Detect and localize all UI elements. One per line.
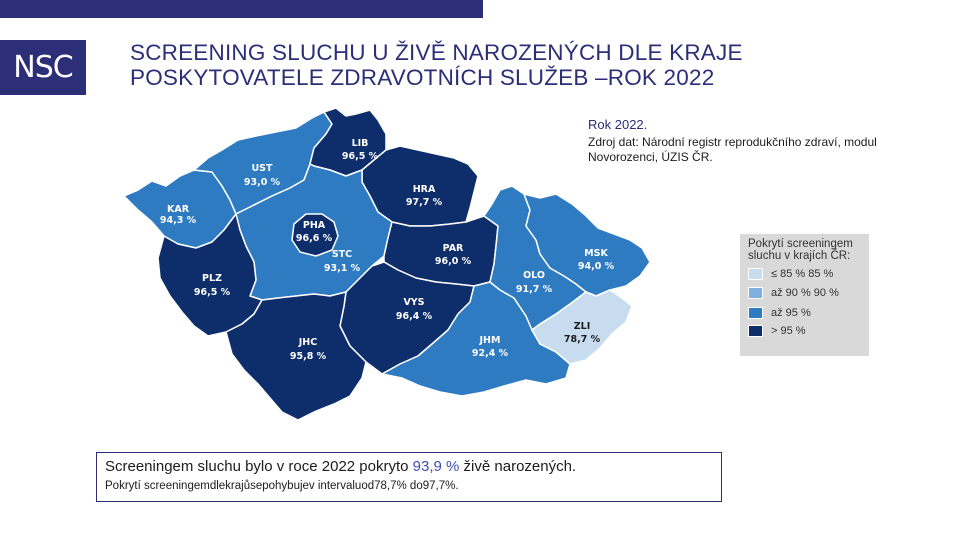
legend-item: až 90 % 90 % <box>748 285 839 300</box>
label-vys-value: 96,4 % <box>396 311 433 322</box>
title-line-1: SCREENING SLUCHU U ŽIVĚ NAROZENÝCH DLE K… <box>130 40 743 65</box>
title-line-2: POSKYTOVATELE ZDRAVOTNÍCH SLUŽEB –ROK 20… <box>130 65 715 90</box>
label-lib-value: 96,5 % <box>342 151 379 162</box>
map-legend: Pokrytí screeningem sluchu v krajích ČR:… <box>740 234 869 356</box>
page-title: SCREENING SLUCHU U ŽIVĚ NAROZENÝCH DLE K… <box>130 40 850 90</box>
legend-title: Pokrytí screeningem sluchu v krajích ČR: <box>748 238 853 262</box>
label-vys-code: VYS <box>403 297 424 308</box>
label-par-code: PAR <box>443 243 464 254</box>
label-jhm-code: JHM <box>479 335 501 346</box>
legend-label: až 95 % <box>771 306 811 319</box>
logo-text: NSC <box>13 50 73 85</box>
label-jhm-value: 92,4 % <box>472 348 509 359</box>
summary-coverage-value: 93,9 % <box>412 458 460 475</box>
legend-item: ≤ 85 % 85 % <box>748 266 833 281</box>
source-text: Zdroj dat: Národní registr reprodukčního… <box>588 135 877 164</box>
legend-label: > 95 % <box>771 324 806 337</box>
summary-line-1: Screeningem sluchu bylo v roce 2022 pokr… <box>105 458 576 475</box>
label-jhc-code: JHC <box>298 337 317 348</box>
label-msk-value: 94,0 % <box>578 261 615 272</box>
nsc-logo: NSC <box>0 40 86 95</box>
label-lib-code: LIB <box>352 138 369 149</box>
region-jhc[interactable] <box>225 291 367 421</box>
legend-item: > 95 % <box>748 323 806 338</box>
legend-label: až 90 % 90 % <box>771 286 839 299</box>
label-stc-value: 93,1 % <box>324 263 361 274</box>
summary-box: Screeningem sluchu bylo v roce 2022 pokr… <box>96 452 722 502</box>
data-source-note: Rok 2022. Zdroj dat: Národní registr rep… <box>588 117 948 165</box>
label-plz-value: 96,5 % <box>194 287 231 298</box>
region-msk[interactable] <box>523 193 651 297</box>
summary-text-pre: Screeningem sluchu bylo v roce 2022 pokr… <box>105 458 413 475</box>
legend-swatch <box>748 306 763 319</box>
label-ust-value: 93,0 % <box>244 177 281 188</box>
label-pha-value: 96,6 % <box>296 233 333 244</box>
label-kar-code: KAR <box>167 204 190 215</box>
label-pha-code: PHA <box>303 220 326 231</box>
region-zli[interactable] <box>531 289 633 365</box>
legend-label: ≤ 85 % 85 % <box>771 267 834 280</box>
label-zli-value: 78,7 % <box>564 334 601 345</box>
legend-swatch <box>748 324 763 337</box>
label-olo-code: OLO <box>523 270 545 281</box>
label-hra-code: HRA <box>413 184 436 195</box>
label-msk-code: MSK <box>584 248 608 259</box>
label-par-value: 96,0 % <box>435 256 472 267</box>
source-year: Rok 2022. <box>588 117 648 132</box>
label-hra-value: 97,7 % <box>406 197 443 208</box>
top-accent-bar <box>0 0 483 18</box>
label-ust-code: UST <box>251 163 273 174</box>
label-olo-value: 91,7 % <box>516 284 553 295</box>
legend-swatch <box>748 267 763 280</box>
legend-swatch <box>748 286 763 299</box>
legend-item: až 95 % <box>748 305 811 320</box>
label-jhc-value: 95,8 % <box>290 351 327 362</box>
label-zli-code: ZLI <box>574 321 590 332</box>
label-stc-code: STC <box>332 249 352 260</box>
summary-text-post: živě narozených. <box>459 458 577 475</box>
region-pha[interactable] <box>291 213 339 257</box>
label-kar-value: 94,3 % <box>160 215 197 226</box>
summary-line-2: Pokrytí screeningemdlekrajůsepohybujev i… <box>105 480 459 492</box>
label-plz-code: PLZ <box>202 273 222 284</box>
region-plz[interactable] <box>157 213 263 337</box>
